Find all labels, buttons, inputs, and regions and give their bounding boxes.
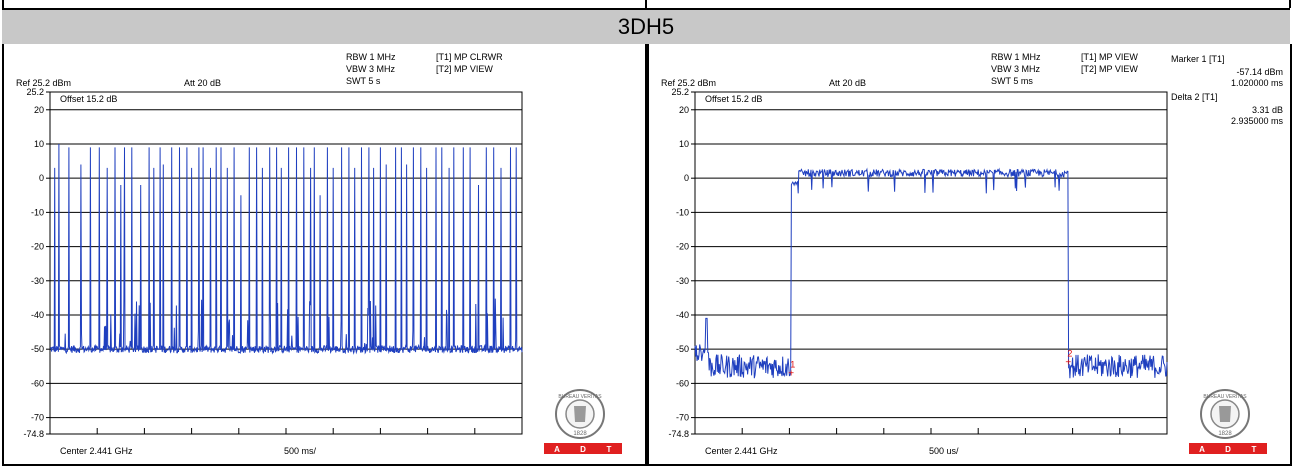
delta2-title: Delta 2 [T1] [1171,92,1218,102]
delta2-time: 2.935000 ms [1231,116,1284,126]
chart-panel-right: Ref 25.2 dBm Att 20 dB RBW 1 MHz VBW 3 MHz S… [647,44,1292,466]
adt-letter: T [607,445,612,454]
marker-symbol: + [1065,357,1071,368]
plot-frame [694,91,1168,435]
attenuation-label: Att 20 dB [829,78,866,88]
delta2-level: 3.31 dB [1252,105,1283,115]
span-per-div-label: 500 ms/ [284,446,317,456]
y-tick-label: -10 [31,207,44,217]
trace1-label: [T1] MP VIEW [1081,52,1138,62]
y-tick-label: 25.2 [26,87,44,97]
offset-label: Offset 15.2 dB [705,94,762,104]
y-tick-label: 20 [34,105,44,115]
bureau-veritas-figure [1219,406,1231,422]
y-tick-label: -10 [676,207,689,217]
y-tick-label: 25.2 [671,87,689,97]
seal-text: BUREAU VERITAS [558,394,602,400]
bureau-veritas-figure [574,406,586,422]
span-per-div-label: 500 us/ [929,446,959,456]
y-tick-label: 10 [34,139,44,149]
rbw-label: RBW 1 MHz [346,52,396,62]
y-tick-label: -50 [31,344,44,354]
chart-panel-left: Ref 25.2 dBm Att 20 dB RBW 1 MHz VBW 3 MHz S… [2,44,647,466]
ref-level-label: Ref 25.2 dBm [16,78,71,88]
vbw-label: VBW 3 MHz [346,64,396,74]
trace1-label: [T1] MP CLRWR [436,52,503,62]
trace-line [694,167,1168,379]
adt-letter: T [1252,445,1257,454]
marker1-time: 1.020000 ms [1231,78,1284,88]
swt-label: SWT 5 s [346,76,381,86]
y-tick-label: -30 [676,276,689,286]
rbw-label: RBW 1 MHz [991,52,1041,62]
y-tick-label: -40 [676,310,689,320]
center-frequency-label: Center 2.441 GHz [705,446,778,456]
chart-right: Ref 25.2 dBm Att 20 dB RBW 1 MHz VBW 3 MHz S… [661,52,1284,456]
adt-letter: D [580,445,586,454]
marker-label: 1 [790,360,795,370]
attenuation-label: Att 20 dB [184,78,221,88]
y-tick-label: -20 [31,242,44,252]
y-tick-label: -60 [676,378,689,388]
frame-edge [1289,0,1291,8]
y-tick-label: 0 [684,173,689,183]
chart-left: Ref 25.2 dBm Att 20 dB RBW 1 MHz VBW 3 MHz S… [16,52,622,456]
marker-symbol: + [788,369,794,380]
y-tick-label: -40 [31,310,44,320]
y-tick-label: -70 [31,413,44,423]
seal-year: 1828 [1218,431,1232,437]
y-tick-label: 0 [39,173,44,183]
y-tick-label: -74.8 [23,429,44,439]
y-tick-label: -70 [676,413,689,423]
adt-letter: A [1199,445,1205,454]
y-tick-label: -20 [676,242,689,252]
marker-label: 2 [1067,348,1072,358]
y-tick-label: -50 [676,344,689,354]
frame-edge [2,0,4,8]
marker1-title: Marker 1 [T1] [1171,54,1225,64]
offset-label: Offset 15.2 dB [60,94,117,104]
vbw-label: VBW 3 MHz [991,64,1041,74]
center-frequency-label: Center 2.441 GHz [60,446,133,456]
adt-letter: D [1225,445,1231,454]
adt-letter: A [554,445,560,454]
frame-edge [645,0,647,8]
adt-bar [544,443,622,454]
y-tick-label: -30 [31,276,44,286]
y-tick-label: 20 [679,105,689,115]
swt-label: SWT 5 ms [991,76,1033,86]
ref-level-label: Ref 25.2 dBm [661,78,716,88]
page-title: 3DH5 [2,8,1290,46]
trace2-label: [T2] MP VIEW [1081,64,1138,74]
y-tick-label: 10 [679,139,689,149]
y-tick-label: -74.8 [668,429,689,439]
seal-year: 1828 [573,431,587,437]
marker1-level: -57.14 dBm [1236,67,1283,77]
seal-text: BUREAU VERITAS [1203,394,1247,400]
y-tick-label: -60 [31,378,44,388]
trace-line [49,143,523,355]
trace2-label: [T2] MP VIEW [436,64,493,74]
adt-bar [1189,443,1267,454]
